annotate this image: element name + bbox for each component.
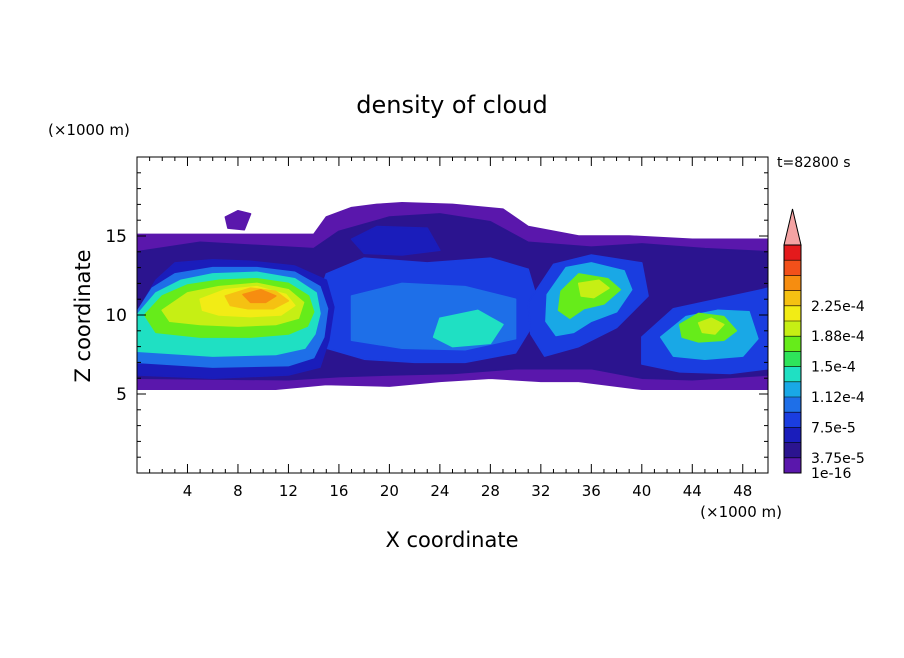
x-tick-label: 40 xyxy=(632,482,651,500)
y-axis-label: Z coordinate xyxy=(71,249,95,382)
colorbar-over-arrow xyxy=(783,208,802,246)
colorbar-swatch xyxy=(784,336,801,352)
colorbar-swatch xyxy=(784,305,801,322)
colorbar-label: 1.5e-4 xyxy=(811,360,856,376)
colorbar-swatch xyxy=(784,412,801,428)
z-axis-unit-label: (×1000 m) xyxy=(48,121,130,139)
x-axis: 4 8 12 16 20 24 28 32 36 40 44 48 xyxy=(149,157,756,500)
time-label: t=82800 s xyxy=(777,155,851,171)
colorbar-swatch xyxy=(784,442,801,459)
colorbar-swatch xyxy=(784,321,801,337)
colorbar-swatch xyxy=(784,245,801,261)
colorbar-label: 7.5e-5 xyxy=(811,420,856,436)
colorbar-swatch xyxy=(784,397,801,413)
x-axis-label: X coordinate xyxy=(385,528,518,552)
colorbar-swatch xyxy=(784,351,801,367)
colorbar-swatch xyxy=(784,366,801,383)
contour-region-far-east-cell-peak xyxy=(697,317,725,335)
colorbar-swatch xyxy=(784,427,801,443)
colorbar-swatch xyxy=(784,290,801,307)
x-axis-unit-label: (×1000 m) xyxy=(700,503,782,521)
colorbar-label: 1e-16 xyxy=(811,466,851,482)
colorbar-label: 3.75e-5 xyxy=(811,451,865,467)
colorbar-frame xyxy=(783,244,802,474)
chart-title: density of cloud xyxy=(356,91,547,119)
contour-region-upper-blue-patch xyxy=(350,225,441,256)
contour-field xyxy=(137,202,768,391)
x-tick-label: 48 xyxy=(733,482,752,500)
x-tick-label: 32 xyxy=(531,482,550,500)
x-tick-label: 20 xyxy=(380,482,399,500)
y-tick-label: 5 xyxy=(116,385,127,405)
colorbar-swatch xyxy=(784,381,801,398)
contour-region-east-tower-peak xyxy=(577,279,610,299)
y-axis: 5 10 15 xyxy=(105,172,768,458)
colorbar: 2.25e-4 1.88e-4 1.5e-4 1.12e-4 7.5e-5 3.75e-5… xyxy=(783,208,865,482)
x-tick-label: 24 xyxy=(430,482,449,500)
y-tick-label: 10 xyxy=(105,306,127,326)
colorbar-label: 1.12e-4 xyxy=(811,390,865,406)
x-tick-label: 4 xyxy=(183,482,193,500)
x-tick-label: 8 xyxy=(233,482,243,500)
colorbar-swatch xyxy=(784,260,801,276)
colorbar-swatch xyxy=(784,457,801,474)
contour-region-central-cyan-core xyxy=(432,309,504,348)
colorbar-label: 1.88e-4 xyxy=(811,329,865,345)
contour-region-west-cell-l12 xyxy=(242,288,277,304)
x-tick-label: 16 xyxy=(329,482,348,500)
colorbar-swatch xyxy=(784,275,801,291)
x-tick-label: 36 xyxy=(582,482,601,500)
contour-region-cloud-top-bump xyxy=(224,209,252,231)
x-tick-label: 28 xyxy=(481,482,500,500)
x-tick-label: 12 xyxy=(279,482,298,500)
colorbar-label: 2.25e-4 xyxy=(811,299,865,315)
y-tick-label: 15 xyxy=(105,227,127,247)
x-tick-label: 44 xyxy=(683,482,702,500)
